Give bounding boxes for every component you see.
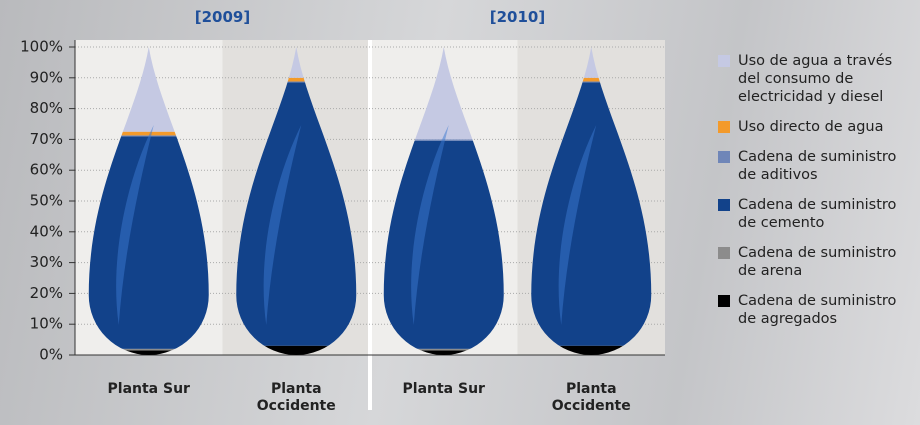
legend-item: Uso directo de agua [718, 118, 918, 136]
bar-segment [383, 350, 504, 355]
bar-segment [88, 350, 209, 355]
legend-label: Cadena de suministro de arena [738, 245, 897, 279]
bar-segment [383, 140, 504, 349]
group-label: [2010] [489, 8, 546, 26]
legend-item: Cadena de suministro de arena [718, 244, 918, 280]
y-tick-label: 0% [39, 346, 63, 364]
legend-item: Cadena de suministro de cemento [718, 196, 918, 232]
drop-gloss [263, 125, 302, 325]
legend-swatch [718, 247, 730, 259]
legend-label: Uso directo de agua [738, 119, 884, 135]
bar-segment [236, 81, 357, 83]
y-tick-label: 70% [30, 130, 63, 148]
drop-gloss [558, 125, 597, 325]
x-tick-label: Planta Occidente [256, 381, 336, 414]
y-tick-label: 100% [20, 38, 63, 56]
legend-swatch [718, 55, 730, 67]
bar-segment [531, 81, 652, 83]
x-tick-label: Planta Sur [107, 381, 190, 397]
legend-swatch [718, 295, 730, 307]
legend-label: Uso de agua a través del consumo de elec… [738, 53, 893, 105]
legend-label: Cadena de suministro de agregados [738, 293, 897, 327]
drop-gloss [411, 125, 449, 325]
legend-swatch [718, 121, 730, 133]
y-tick-label: 30% [30, 253, 63, 271]
y-tick-label: 80% [30, 99, 63, 117]
y-tick-label: 60% [30, 161, 63, 179]
x-tick-label: Planta Sur [402, 381, 485, 397]
legend-label: Cadena de suministro de cemento [738, 197, 897, 231]
legend-swatch [718, 151, 730, 163]
bar-segment [531, 77, 652, 82]
bar-segment [88, 348, 209, 351]
y-tick-label: 90% [30, 68, 63, 86]
bar-segment [531, 345, 652, 355]
bar-segment [88, 131, 209, 136]
y-tick-label: 20% [30, 284, 63, 302]
legend-item: Cadena de suministro de agregados [718, 292, 918, 328]
legend-swatch [718, 199, 730, 211]
y-tick-label: 40% [30, 222, 63, 240]
drop-gloss [116, 125, 154, 325]
x-tick-label: Planta Occidente [551, 381, 631, 414]
legend-item: Uso de agua a través del consumo de elec… [718, 52, 918, 106]
bar-segment [383, 348, 504, 351]
group-label: [2009] [194, 8, 251, 26]
legend-item: Cadena de suministro de aditivos [718, 148, 918, 184]
bar-segment [236, 345, 357, 355]
bar-segment [236, 77, 357, 82]
y-tick-label: 10% [30, 315, 63, 333]
y-tick-label: 50% [30, 192, 63, 210]
legend-label: Cadena de suministro de aditivos [738, 149, 897, 183]
